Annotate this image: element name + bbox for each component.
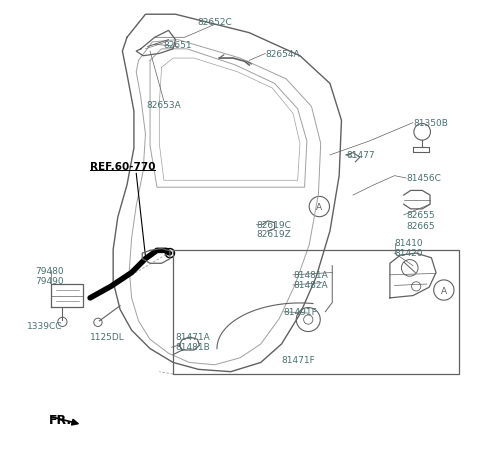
Text: 82654A: 82654A: [265, 50, 300, 59]
Text: 79490: 79490: [35, 276, 63, 285]
Text: 81491F: 81491F: [284, 307, 318, 317]
Text: 81350B: 81350B: [413, 119, 448, 128]
Text: A: A: [316, 203, 323, 212]
Text: 82653A: 82653A: [146, 100, 181, 109]
Text: 81410: 81410: [395, 238, 423, 248]
Circle shape: [168, 251, 172, 256]
Text: 82651: 82651: [163, 41, 192, 50]
Text: 82665: 82665: [406, 221, 435, 231]
Text: REF.60-770: REF.60-770: [90, 162, 156, 172]
Text: 81481B: 81481B: [175, 342, 210, 351]
Text: FR.: FR.: [48, 413, 72, 426]
Text: 1339CC: 1339CC: [27, 321, 62, 330]
Text: 81420: 81420: [395, 249, 423, 257]
Text: 81477: 81477: [346, 151, 375, 160]
Text: 82652C: 82652C: [197, 18, 232, 26]
Text: 1125DL: 1125DL: [90, 332, 125, 341]
Text: 79480: 79480: [35, 266, 63, 275]
Text: 81482A: 81482A: [293, 281, 328, 290]
Text: 81481A: 81481A: [293, 271, 328, 280]
Text: 82619C: 82619C: [256, 220, 291, 229]
Text: 81456C: 81456C: [406, 174, 441, 183]
Text: 81471F: 81471F: [281, 355, 315, 364]
Text: 82655: 82655: [406, 211, 435, 220]
Text: A: A: [441, 286, 447, 295]
Text: 81471A: 81471A: [175, 332, 210, 341]
Text: 82619Z: 82619Z: [256, 229, 291, 238]
